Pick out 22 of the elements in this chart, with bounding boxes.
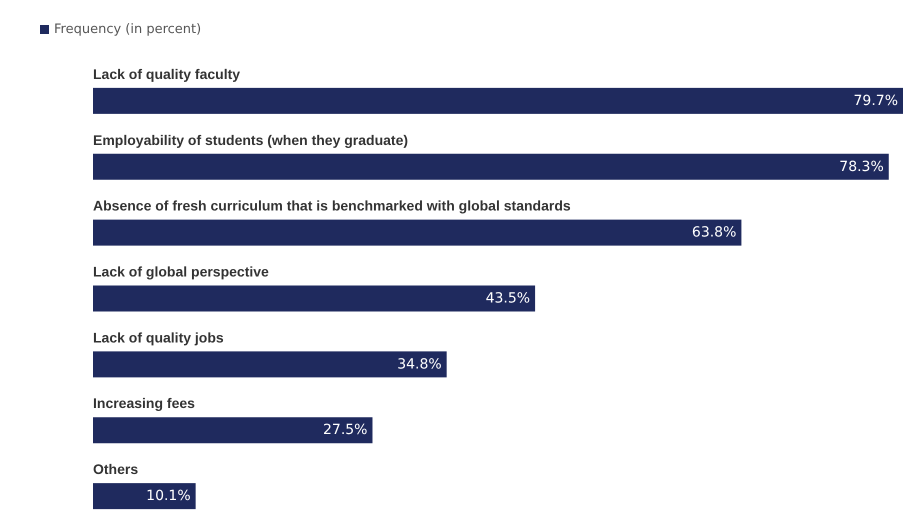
bar: [93, 286, 536, 312]
y-tick-label: Employability of students (when they graduate): [93, 132, 408, 148]
y-tick-label: Lack of quality jobs: [93, 329, 224, 346]
bar: [93, 483, 196, 510]
bar: [93, 88, 903, 114]
data-label: 43.5%: [486, 290, 530, 306]
bar: [93, 351, 447, 378]
y-tick-label: Lack of global perspective: [93, 264, 270, 280]
data-label: 34.8%: [397, 356, 442, 372]
data-label: 78.3%: [839, 158, 884, 175]
y-tick-label: Absence of fresh curriculum that is benchmarked with global standards: [93, 198, 571, 214]
legend-label: Frequency (in percent): [54, 22, 202, 37]
bar: [93, 220, 742, 246]
y-tick-label: Others: [93, 461, 138, 478]
data-label: 27.5%: [323, 422, 368, 438]
bar: [93, 154, 889, 180]
y-tick-label: Increasing fees: [93, 395, 196, 412]
bar: [93, 417, 372, 444]
data-label: 79.7%: [854, 92, 898, 109]
data-label: 63.8%: [692, 224, 736, 241]
data-label: 10.1%: [146, 488, 191, 504]
y-tick-label: Lack of quality faculty: [93, 66, 240, 82]
